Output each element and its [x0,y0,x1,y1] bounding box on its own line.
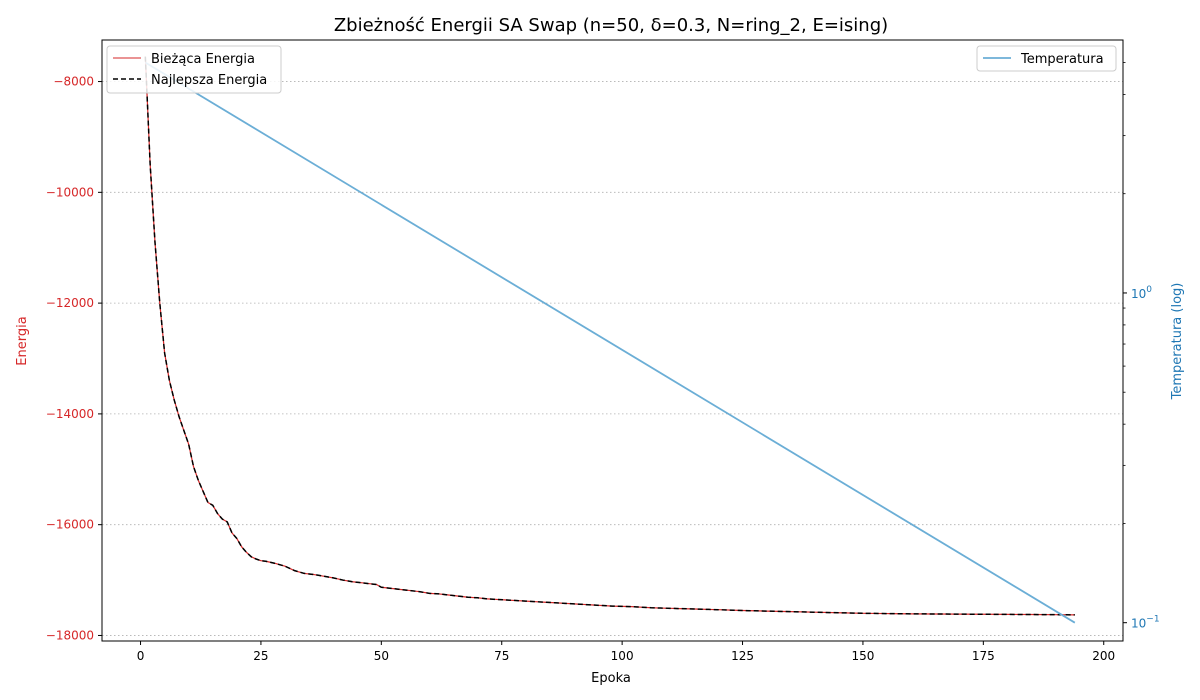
left-y-tick-label: −10000 [46,185,94,199]
plot-lines [144,56,1076,624]
left-y-axis: −8000 −10000 −12000 −14000 −16000 −18000 [46,75,102,642]
temperature-line [144,61,1076,624]
left-y-tick-label: −18000 [46,628,94,642]
left-y-tick-label: −14000 [46,407,94,421]
x-tick-label: 0 [137,649,145,663]
x-tick-label: 200 [1092,649,1115,663]
x-tick-label: 175 [972,649,995,663]
x-tick-label: 150 [851,649,874,663]
current-energy-line [144,56,1075,616]
x-tick-label: 50 [374,649,389,663]
x-tick-label: 75 [494,649,509,663]
grid-lines [102,81,1123,636]
x-tick-label: 25 [253,649,268,663]
left-y-tick-label: −12000 [46,296,94,310]
legend-best-energy-label: Najlepsza Energia [151,73,267,88]
legend-temperature-label: Temperatura [1020,52,1104,67]
legend-current-energy-label: Bieżąca Energia [151,52,255,67]
x-axis: 0 25 50 75 100 125 150 175 200 [137,641,1115,663]
left-y-axis-label: Energia [15,316,30,365]
right-y-tick-label: 100 [1131,285,1152,301]
plot-frame [101,39,1124,642]
best-energy-line [144,56,1075,616]
legend-right-box [976,45,1117,72]
right-y-axis: 100 10−1 [1123,62,1160,631]
left-y-tick-label: −8000 [53,75,94,89]
left-y-tick-label: −16000 [46,518,94,532]
right-y-axis-label: Temperatura (log) [1170,283,1185,401]
legend-right: Temperatura [976,45,1117,72]
right-y-tick-label: 10−1 [1131,615,1160,631]
chart-title: Zbieżność Energii SA Swap (n=50, δ=0.3, … [334,15,888,36]
x-tick-label: 100 [611,649,634,663]
x-axis-label: Epoka [591,671,631,686]
x-tick-label: 125 [731,649,754,663]
legend-left-box [106,45,282,94]
legend-left: Bieżąca Energia Najlepsza Energia [106,45,282,94]
